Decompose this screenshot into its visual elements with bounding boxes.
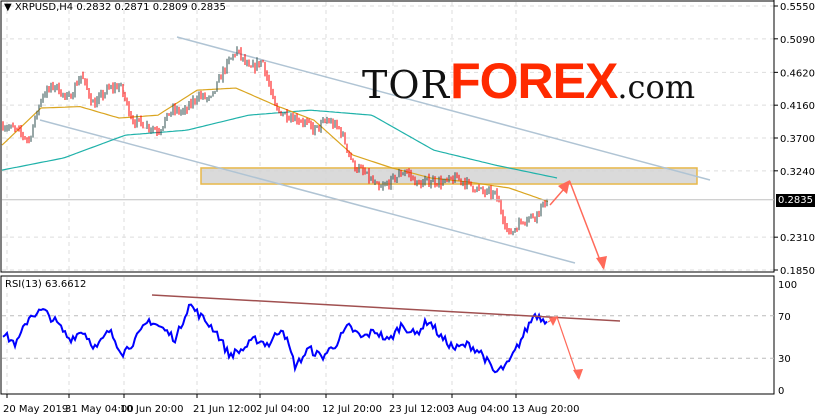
main-panel-frame [0, 0, 775, 273]
rsi-label: RSI(13) 63.6612 [5, 279, 87, 290]
rsi-line [2, 303, 548, 374]
arrow-head-icon [558, 180, 570, 194]
y-tick-label: 0.1850 [780, 266, 815, 277]
y-tick-label: 0.5550 [780, 2, 815, 13]
open-value: 0.2832 [76, 2, 112, 13]
y-tick-label: 0.3700 [780, 134, 815, 145]
channel-lower-line [39, 119, 576, 264]
logo-forex: FOREX [450, 53, 618, 109]
x-tick-label: 13 Aug 20:00 [512, 404, 579, 415]
close-value: 0.2835 [190, 2, 226, 13]
rsi-forecast-arrow [547, 316, 579, 379]
rsi-trendline [151, 294, 621, 322]
arrow-head-icon [596, 256, 607, 270]
logo-tor: TOR [362, 63, 451, 107]
current-price-label: 0.2835 [776, 194, 815, 207]
x-tick-label: 20 May 2019 [3, 404, 68, 415]
y-tick-label: 0.3240 [780, 167, 815, 178]
x-tick-label: 23 Jul 12:00 [389, 404, 449, 415]
x-tick-label: 2 Jul 04:00 [256, 404, 310, 415]
y-tick-label: 0.2310 [780, 233, 815, 244]
arrow-head-icon [549, 316, 558, 326]
arrow-head-icon [573, 369, 583, 380]
torforex-logo: TORFOREX.com [362, 52, 695, 109]
chart-header: ▼ XRPUSD,H4 0.2832 0.2871 0.2809 0.2835 [4, 2, 226, 13]
logo-com: .com [617, 68, 696, 106]
x-tick-label: 10 Jun 20:00 [120, 404, 184, 415]
rsi-panel-frame [0, 275, 775, 395]
rsi-level-label: 70 [778, 312, 791, 323]
rsi-level-label: 30 [778, 354, 791, 365]
high-value: 0.2871 [114, 2, 150, 13]
y-tick-label: 0.4620 [780, 68, 815, 79]
collapse-triangle-icon[interactable]: ▼ [4, 2, 12, 13]
x-tick-label: 21 Jun 12:00 [193, 404, 257, 415]
x-tick-label: 12 Jul 20:00 [322, 404, 382, 415]
rsi-level-label: 100 [778, 280, 797, 291]
channel-upper-line [176, 36, 711, 181]
y-tick-label: 0.4160 [780, 101, 815, 112]
rsi-level-label: 0 [778, 386, 784, 397]
x-tick-label: 31 May 04:00 [65, 404, 134, 415]
y-tick-label: 0.5090 [780, 35, 815, 46]
forecast-arrow-line [549, 180, 604, 269]
x-tick-label: 3 Aug 04:00 [448, 404, 509, 415]
symbol-label: XRPUSD,H4 [14, 2, 74, 13]
low-value: 0.2809 [152, 2, 188, 13]
